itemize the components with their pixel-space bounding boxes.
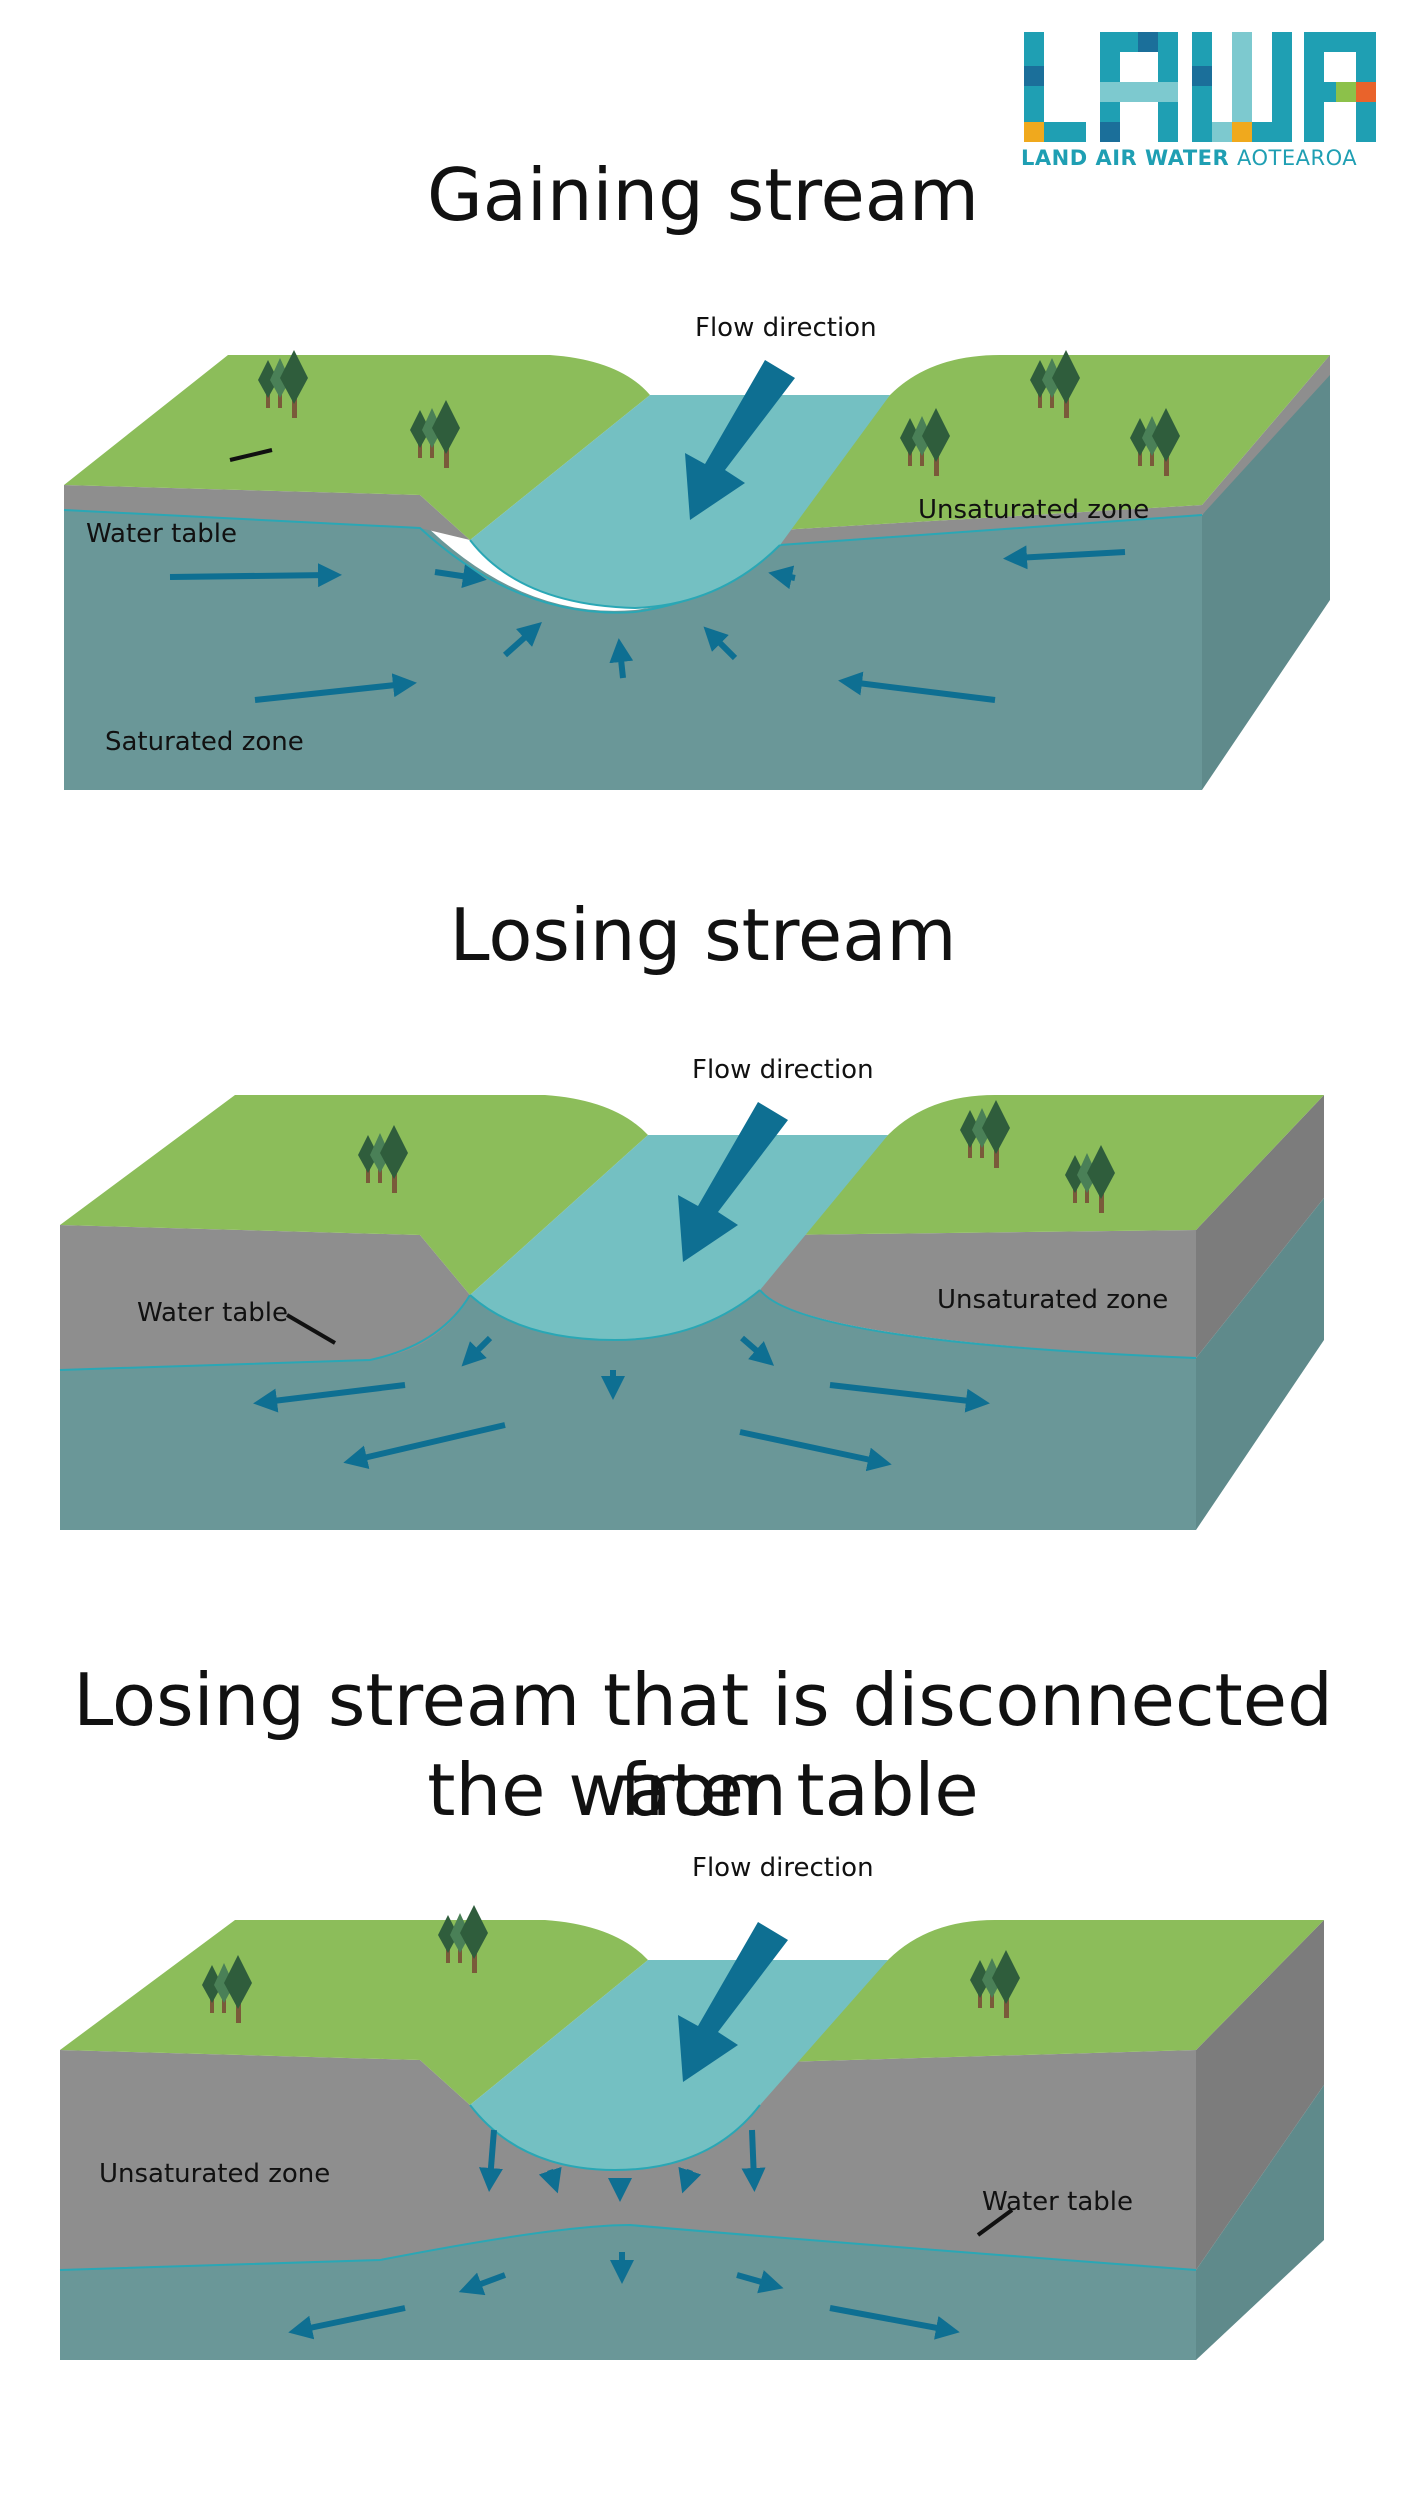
disconnected-stream-diagram: Flow direction Unsaturated zone Water ta… [59, 1853, 1324, 2360]
logo-letter-w [1192, 32, 1292, 142]
logo-letter-l [1024, 32, 1086, 142]
flow-direction-arrow [678, 1102, 788, 1262]
block-side-face [1202, 355, 1330, 790]
groundwater-arrow [768, 565, 796, 590]
river [470, 1960, 888, 2170]
percolation-arrow [741, 2129, 766, 2192]
groundwater-arrow [169, 563, 342, 588]
grass-left [60, 1920, 648, 2105]
river [470, 1135, 888, 1340]
tree-cluster [358, 1125, 408, 1193]
infiltration-arrow [829, 1382, 990, 1413]
losing-stream-diagram: Flow direction Water table Unsaturated z… [59, 1055, 1324, 1530]
water-table-label: Water table [86, 519, 237, 549]
tree-cluster [900, 408, 950, 476]
tree-cluster [258, 350, 308, 418]
logo-tagline-light: AOTEAROA [1237, 146, 1358, 170]
percolation-arrow [678, 2166, 702, 2194]
unsaturated-zone-label: Unsaturated zone [937, 1285, 1168, 1315]
unsaturated-zone-label: Unsaturated zone [99, 2159, 330, 2189]
saturated-zone-label: Saturated zone [105, 727, 304, 757]
tree-cluster [1130, 408, 1180, 476]
infiltration-arrow [461, 1335, 493, 1367]
groundwater-arrow [288, 2305, 406, 2340]
losing-stream-title: Losing stream [449, 893, 957, 977]
groundwater-arrow [458, 2272, 507, 2296]
tree-cluster [1030, 350, 1080, 418]
grass-right [780, 1920, 1324, 2062]
grass-right [780, 355, 1330, 530]
infiltration-arrow [740, 1335, 775, 1366]
flow-direction-label: Flow direction [692, 1853, 874, 1883]
unsaturated-zone [60, 1225, 470, 1370]
logo-tagline-bold: LAND AIR WATER [1021, 146, 1230, 170]
infiltration-arrow [253, 1382, 406, 1413]
groundwater-arrow [434, 564, 487, 589]
unsaturated-zone-label: Unsaturated zone [918, 495, 1149, 525]
grass-left [64, 355, 650, 540]
groundwater-arrow [838, 671, 996, 703]
tree-cluster [438, 1905, 488, 1973]
unsaturated-zone [64, 485, 470, 540]
flow-direction-arrow [678, 1922, 788, 2082]
gaining-stream-diagram: Flow direction Water table Unsaturated z… [63, 313, 1330, 790]
tree-cluster [1065, 1145, 1115, 1213]
groundwater-arrow [503, 622, 542, 658]
logo-tagline: LAND AIR WATER AOTEAROA [1021, 146, 1357, 170]
tree-cluster [970, 1950, 1020, 2018]
lawa-logo [1024, 32, 1376, 142]
tree-cluster [202, 1955, 252, 2023]
unsaturated-zone [60, 2050, 1196, 2270]
unsaturated-zone-right [760, 1230, 1196, 1358]
logo-letter-a [1100, 32, 1178, 142]
flow-direction-label: Flow direction [692, 1055, 874, 1085]
groundwater-arrow [703, 626, 738, 661]
flow-direction-arrow [685, 360, 795, 520]
percolation-arrow [478, 2129, 503, 2192]
tree-cluster [960, 1100, 1010, 1168]
grass-right [780, 1095, 1324, 1235]
groundwater-arrow [1003, 545, 1126, 570]
disconnected-stream-title-line1: Losing stream that is disconnected from [73, 1658, 1333, 1832]
groundwater-arrow [829, 2305, 960, 2340]
disconnected-stream-title-line2: the water table [427, 1748, 979, 1832]
grass-left [60, 1095, 648, 1295]
gaining-stream-title: Gaining stream [426, 153, 980, 237]
groundwater-arrow [609, 638, 634, 679]
infiltration-arrow [343, 1422, 506, 1469]
logo-letter-a-2 [1304, 32, 1376, 142]
flow-direction-label: Flow direction [695, 313, 877, 343]
river [470, 395, 890, 608]
infiltration-arrow [739, 1429, 892, 1472]
saturated-zone [60, 1290, 1196, 1530]
water-table-label: Water table [982, 2187, 1133, 2217]
groundwater-arrow [736, 2270, 784, 2294]
water-table-label: Water table [137, 1298, 288, 1328]
tree-cluster [410, 400, 460, 468]
percolation-arrow [538, 2166, 562, 2194]
groundwater-arrow [254, 673, 417, 703]
